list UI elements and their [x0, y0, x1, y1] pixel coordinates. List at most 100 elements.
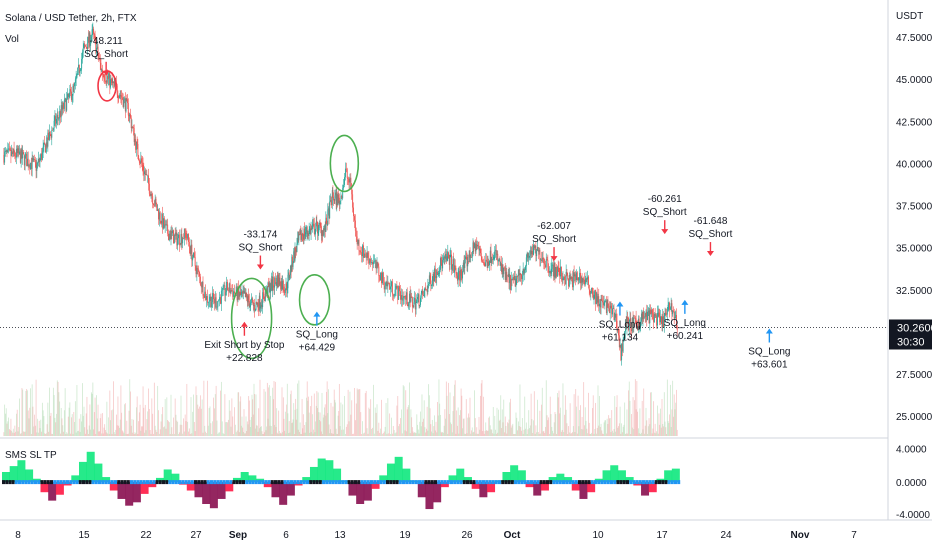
- candle-body: [23, 152, 24, 155]
- volume-bar: [28, 418, 30, 436]
- volume-bar: [369, 409, 371, 436]
- candle-body: [214, 297, 216, 304]
- candle-body: [382, 272, 384, 282]
- candle-body: [498, 260, 499, 262]
- osc-bar: [602, 470, 611, 483]
- volume-bar: [96, 395, 97, 436]
- candle-body: [647, 311, 648, 321]
- candle-body: [46, 142, 48, 147]
- candle-body: [8, 148, 10, 150]
- candle-body: [552, 264, 554, 266]
- candle-body: [160, 220, 162, 224]
- volume-bar: [138, 421, 140, 436]
- volume-bar: [4, 404, 6, 436]
- candle-body: [189, 246, 191, 255]
- volume-bar: [343, 429, 345, 436]
- volume-bar: [590, 434, 592, 436]
- candle-body: [259, 295, 261, 309]
- candle-body: [469, 250, 471, 258]
- short-signal-pnl: -33.174: [243, 230, 277, 241]
- candle-body: [65, 98, 67, 111]
- volume-bar: [209, 406, 211, 436]
- volume-bar: [38, 432, 39, 436]
- osc-bar: [356, 482, 365, 504]
- candle-body: [162, 213, 164, 229]
- candle-body: [642, 311, 644, 320]
- osc-bar: [556, 473, 565, 483]
- volume-bar: [157, 385, 159, 436]
- osc-dot: [622, 480, 626, 485]
- volume-bar: [395, 432, 397, 436]
- candle-body: [332, 190, 334, 198]
- candle-body: [244, 292, 246, 294]
- volume-bar: [629, 400, 631, 436]
- volume-bar: [99, 418, 101, 436]
- volume-bar: [304, 432, 306, 436]
- short-arrow-head: [706, 251, 714, 257]
- osc-dot: [309, 480, 313, 485]
- candle-body: [309, 228, 311, 230]
- candle-body: [76, 74, 78, 78]
- volume-bar: [482, 431, 484, 436]
- volume-bar: [349, 391, 351, 436]
- candle-body: [142, 164, 144, 171]
- candle-body: [429, 275, 431, 280]
- candle-body: [355, 230, 357, 237]
- candle-body: [574, 274, 576, 277]
- volume-bar: [332, 406, 334, 436]
- osc-dot: [21, 480, 25, 485]
- volume-bar: [651, 433, 653, 436]
- volume-bar: [113, 381, 114, 436]
- osc-bar: [671, 468, 680, 483]
- time-tick-label: 27: [190, 530, 202, 541]
- candle-body: [385, 281, 387, 286]
- candle-body: [120, 95, 122, 97]
- candle-body: [656, 315, 658, 326]
- candle-body: [7, 148, 9, 152]
- volume-bar: [359, 389, 361, 436]
- volume-bar: [427, 430, 429, 436]
- candle-body: [146, 173, 148, 176]
- osc-dot: [200, 480, 204, 485]
- candle-body: [565, 271, 567, 285]
- candle-body: [213, 299, 215, 304]
- volume-bar: [124, 403, 126, 436]
- osc-dot: [184, 480, 188, 485]
- volume-bar: [23, 431, 24, 436]
- volume-bar: [553, 422, 555, 436]
- volume-bar: [588, 422, 590, 436]
- volume-bar: [552, 430, 554, 436]
- candle-body: [138, 160, 140, 163]
- candle-body: [99, 58, 101, 63]
- candle-body: [620, 344, 622, 361]
- volume-bar: [256, 425, 258, 436]
- volume-bar: [234, 424, 236, 436]
- osc-dot: [571, 480, 575, 485]
- volume-bar: [502, 422, 504, 436]
- candle-body: [635, 318, 637, 324]
- volume-bar: [64, 388, 66, 436]
- volume-bar: [206, 433, 207, 436]
- candle-body: [602, 302, 604, 305]
- osc-dot: [146, 480, 149, 485]
- volume-bar: [328, 389, 329, 436]
- volume-bar: [260, 426, 262, 436]
- candle-body: [93, 28, 95, 34]
- volume-bar: [145, 430, 147, 436]
- volume-bar: [413, 433, 415, 436]
- candle-body: [363, 245, 364, 258]
- candle-body: [365, 256, 367, 258]
- candle-body: [656, 313, 658, 326]
- candle-body: [82, 47, 84, 53]
- volume-bar: [528, 410, 530, 436]
- candle-body: [358, 239, 360, 251]
- osc-dot: [322, 480, 325, 485]
- osc-bar: [587, 482, 596, 493]
- osc-bar: [132, 482, 141, 503]
- candle-body: [408, 293, 410, 304]
- candle-body: [72, 85, 74, 96]
- volume-bar: [538, 433, 540, 436]
- candle-body: [369, 258, 371, 264]
- candle-body: [67, 93, 68, 99]
- candle-body: [495, 249, 496, 251]
